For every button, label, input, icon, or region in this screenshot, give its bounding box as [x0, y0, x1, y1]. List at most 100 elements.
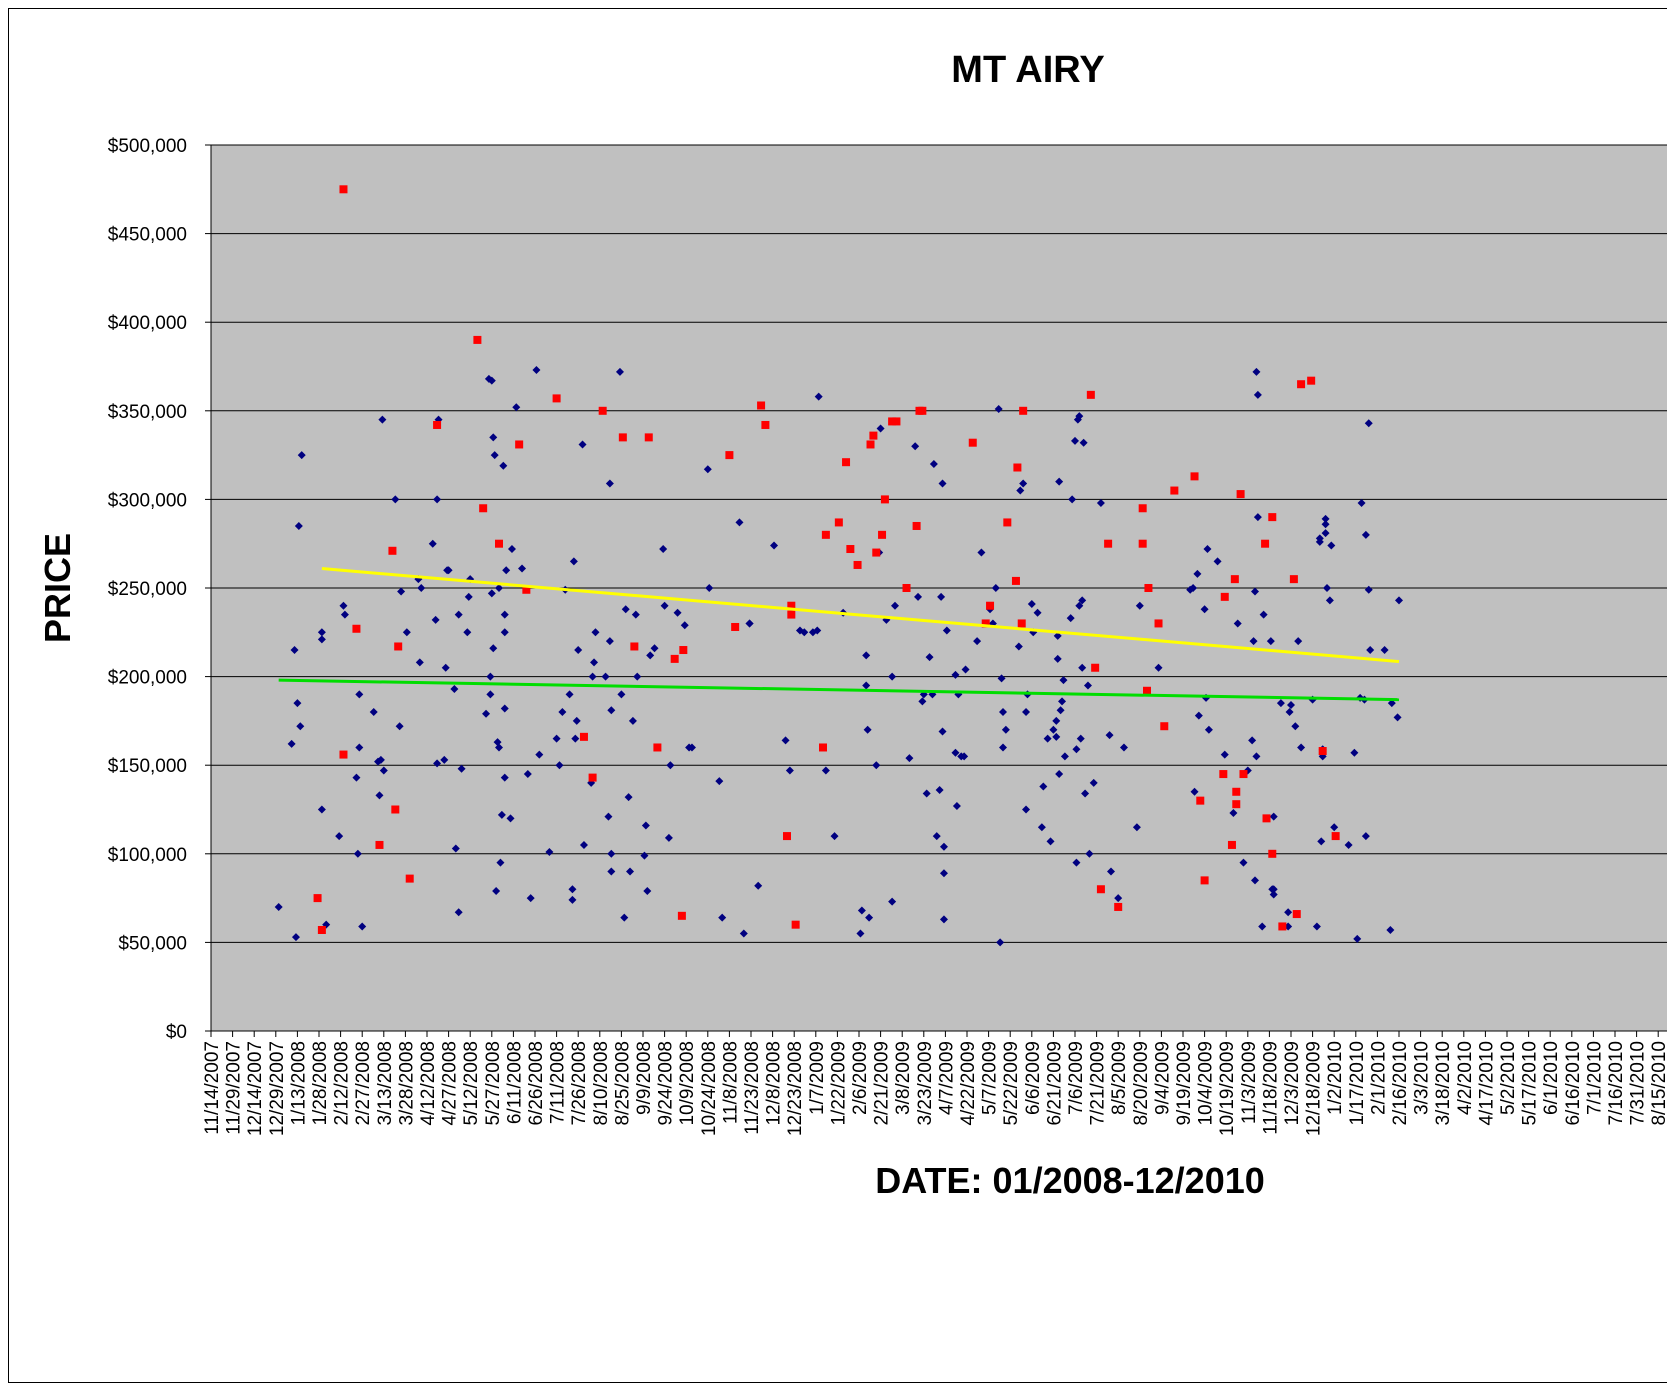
data-point-diamond [718, 913, 727, 922]
x-tick-label: 5/22/2009 [1001, 1041, 1022, 1126]
data-point-diamond [1287, 700, 1295, 709]
data-point-square [552, 394, 561, 403]
data-point-diamond [294, 521, 303, 530]
data-point-diamond [911, 442, 920, 451]
data-point-diamond [353, 849, 362, 858]
x-tick-label: 6/26/2008 [526, 1041, 547, 1126]
x-tick-label: 3/3/2010 [1412, 1041, 1433, 1115]
data-point-square [918, 406, 927, 415]
data-point-diamond [1258, 922, 1267, 931]
y-tick-label: $250,000 [108, 579, 187, 600]
data-point-square [352, 624, 361, 633]
y-tick-label: $300,000 [108, 490, 187, 511]
data-point-diamond [1075, 412, 1084, 421]
data-point-diamond [1037, 823, 1046, 832]
data-point-diamond [1380, 646, 1389, 655]
data-point-diamond [1203, 545, 1212, 554]
data-point-diamond [1053, 654, 1062, 663]
data-point-square [598, 406, 607, 415]
data-point-diamond [506, 814, 515, 823]
data-point-diamond [624, 793, 633, 802]
data-point-diamond [274, 902, 283, 911]
data-point-diamond [1387, 699, 1396, 708]
data-point-diamond [973, 637, 982, 646]
data-point-diamond [680, 621, 689, 630]
x-tick-label: 6/21/2009 [1044, 1041, 1065, 1126]
x-tick-label: 4/27/2008 [440, 1041, 461, 1126]
data-point-square [1003, 518, 1012, 527]
data-point-diamond [486, 672, 495, 681]
data-point-diamond [1114, 894, 1123, 903]
data-point-diamond [607, 849, 616, 858]
x-tick-label: 7/21/2009 [1088, 1041, 1109, 1126]
data-point-diamond [526, 894, 535, 903]
data-point-square [1144, 584, 1153, 592]
data-point-diamond [905, 754, 914, 763]
data-point-diamond [1321, 514, 1330, 523]
data-point-square [878, 530, 887, 539]
x-tick-label: 12/14/2007 [245, 1041, 266, 1136]
data-point-diamond [1055, 477, 1064, 486]
data-point-square [1190, 472, 1199, 481]
data-point-diamond [856, 929, 865, 938]
data-point-diamond [1194, 711, 1203, 720]
data-point-square [846, 545, 855, 554]
x-tick-label: 2/12/2008 [332, 1041, 353, 1126]
data-point-diamond [872, 761, 881, 770]
data-point-diamond [932, 832, 941, 841]
data-point-diamond [605, 637, 614, 646]
data-point-diamond [640, 851, 649, 860]
x-tick-label: 4/22/2009 [958, 1041, 979, 1126]
data-point-square [1307, 376, 1316, 385]
data-point-diamond [633, 672, 642, 681]
data-point-diamond [441, 663, 450, 672]
x-tick-label: 2/1/2010 [1368, 1041, 1389, 1115]
data-point-square [679, 646, 688, 655]
data-point-square [869, 431, 878, 440]
data-point-diamond [552, 734, 561, 743]
data-point-diamond [1239, 858, 1248, 867]
x-tick-label: 2/27/2008 [353, 1041, 374, 1126]
data-point-diamond [1395, 596, 1403, 605]
data-point-diamond [1284, 908, 1293, 917]
data-point-diamond [1291, 722, 1300, 731]
data-point-diamond [641, 821, 650, 830]
data-point-square [1268, 513, 1277, 522]
data-point-diamond [569, 557, 578, 566]
data-point-diamond [402, 628, 411, 637]
x-tick-label: 10/24/2008 [699, 1041, 720, 1136]
data-point-square [644, 433, 653, 442]
x-tick-label: 5/17/2010 [1520, 1041, 1541, 1126]
data-point-diamond [572, 716, 581, 725]
data-point-square [866, 440, 875, 449]
data-point-diamond [1204, 725, 1213, 734]
data-point-square [761, 420, 770, 429]
trendline [321, 567, 1400, 664]
data-point-diamond [745, 619, 754, 628]
data-point-diamond [1386, 925, 1395, 934]
data-point-diamond [1154, 663, 1163, 672]
y-tick-label: $400,000 [108, 313, 187, 334]
data-point-square [618, 433, 627, 442]
data-point-diamond [1321, 529, 1330, 538]
data-point-diamond [1189, 584, 1198, 592]
data-point-diamond [620, 913, 629, 922]
data-point-diamond [1072, 858, 1081, 867]
data-point-diamond [440, 755, 449, 764]
data-point-diamond [628, 716, 637, 725]
x-tick-label: 4/12/2008 [418, 1041, 439, 1126]
data-point-diamond [951, 748, 960, 757]
data-point-diamond [991, 584, 1000, 592]
data-point-diamond [358, 922, 367, 931]
x-tick-label: 6/16/2010 [1563, 1041, 1584, 1126]
data-point-diamond [643, 887, 652, 896]
data-point-diamond [489, 433, 498, 442]
data-point-diamond [888, 897, 897, 906]
data-point-diamond [1075, 601, 1084, 610]
x-tick-label: 2/21/2009 [872, 1041, 893, 1126]
y-tick-label: $500,000 [108, 136, 187, 157]
data-point-diamond [865, 913, 874, 922]
x-tick-label: 6/1/2010 [1541, 1041, 1562, 1115]
data-point-square [1013, 463, 1022, 472]
y-axis-title: PRICE [37, 533, 78, 643]
